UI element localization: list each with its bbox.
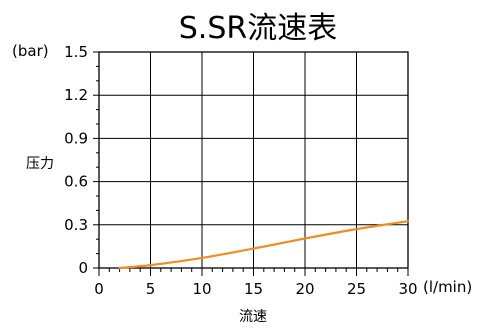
y-tick-label: 0.9 <box>64 129 88 147</box>
x-axis-unit: (l/min) <box>423 278 472 296</box>
y-axis-label: 压力 <box>26 156 54 172</box>
y-tick-label: 1.2 <box>64 86 88 104</box>
series-line <box>118 220 410 270</box>
x-tick-label: 20 <box>295 280 314 298</box>
x-tick-label: 5 <box>146 280 156 298</box>
x-tick-label: 10 <box>192 280 211 298</box>
y-tick-label: 0.3 <box>64 216 88 234</box>
y-tick-label: 0 <box>78 259 88 277</box>
x-tick-labels: 0 5 10 15 20 25 30 <box>94 280 417 298</box>
x-tick-label: 30 <box>398 280 417 298</box>
x-tick-label: 15 <box>244 280 263 298</box>
x-axis-label: 流速 <box>239 309 267 325</box>
grid <box>93 51 409 276</box>
x-tick-label: 25 <box>347 280 366 298</box>
y-tick-label: 1.5 <box>64 43 88 61</box>
chart-title: S.SR流速表 <box>179 11 337 46</box>
minor-ticks <box>96 65 399 272</box>
series-layer <box>118 220 410 270</box>
x-tick-label: 0 <box>94 280 104 298</box>
y-tick-label: 0.6 <box>64 173 88 191</box>
y-tick-labels: 0 0.3 0.6 0.9 1.2 1.5 <box>64 43 88 277</box>
y-axis-unit: (bar) <box>12 42 49 60</box>
